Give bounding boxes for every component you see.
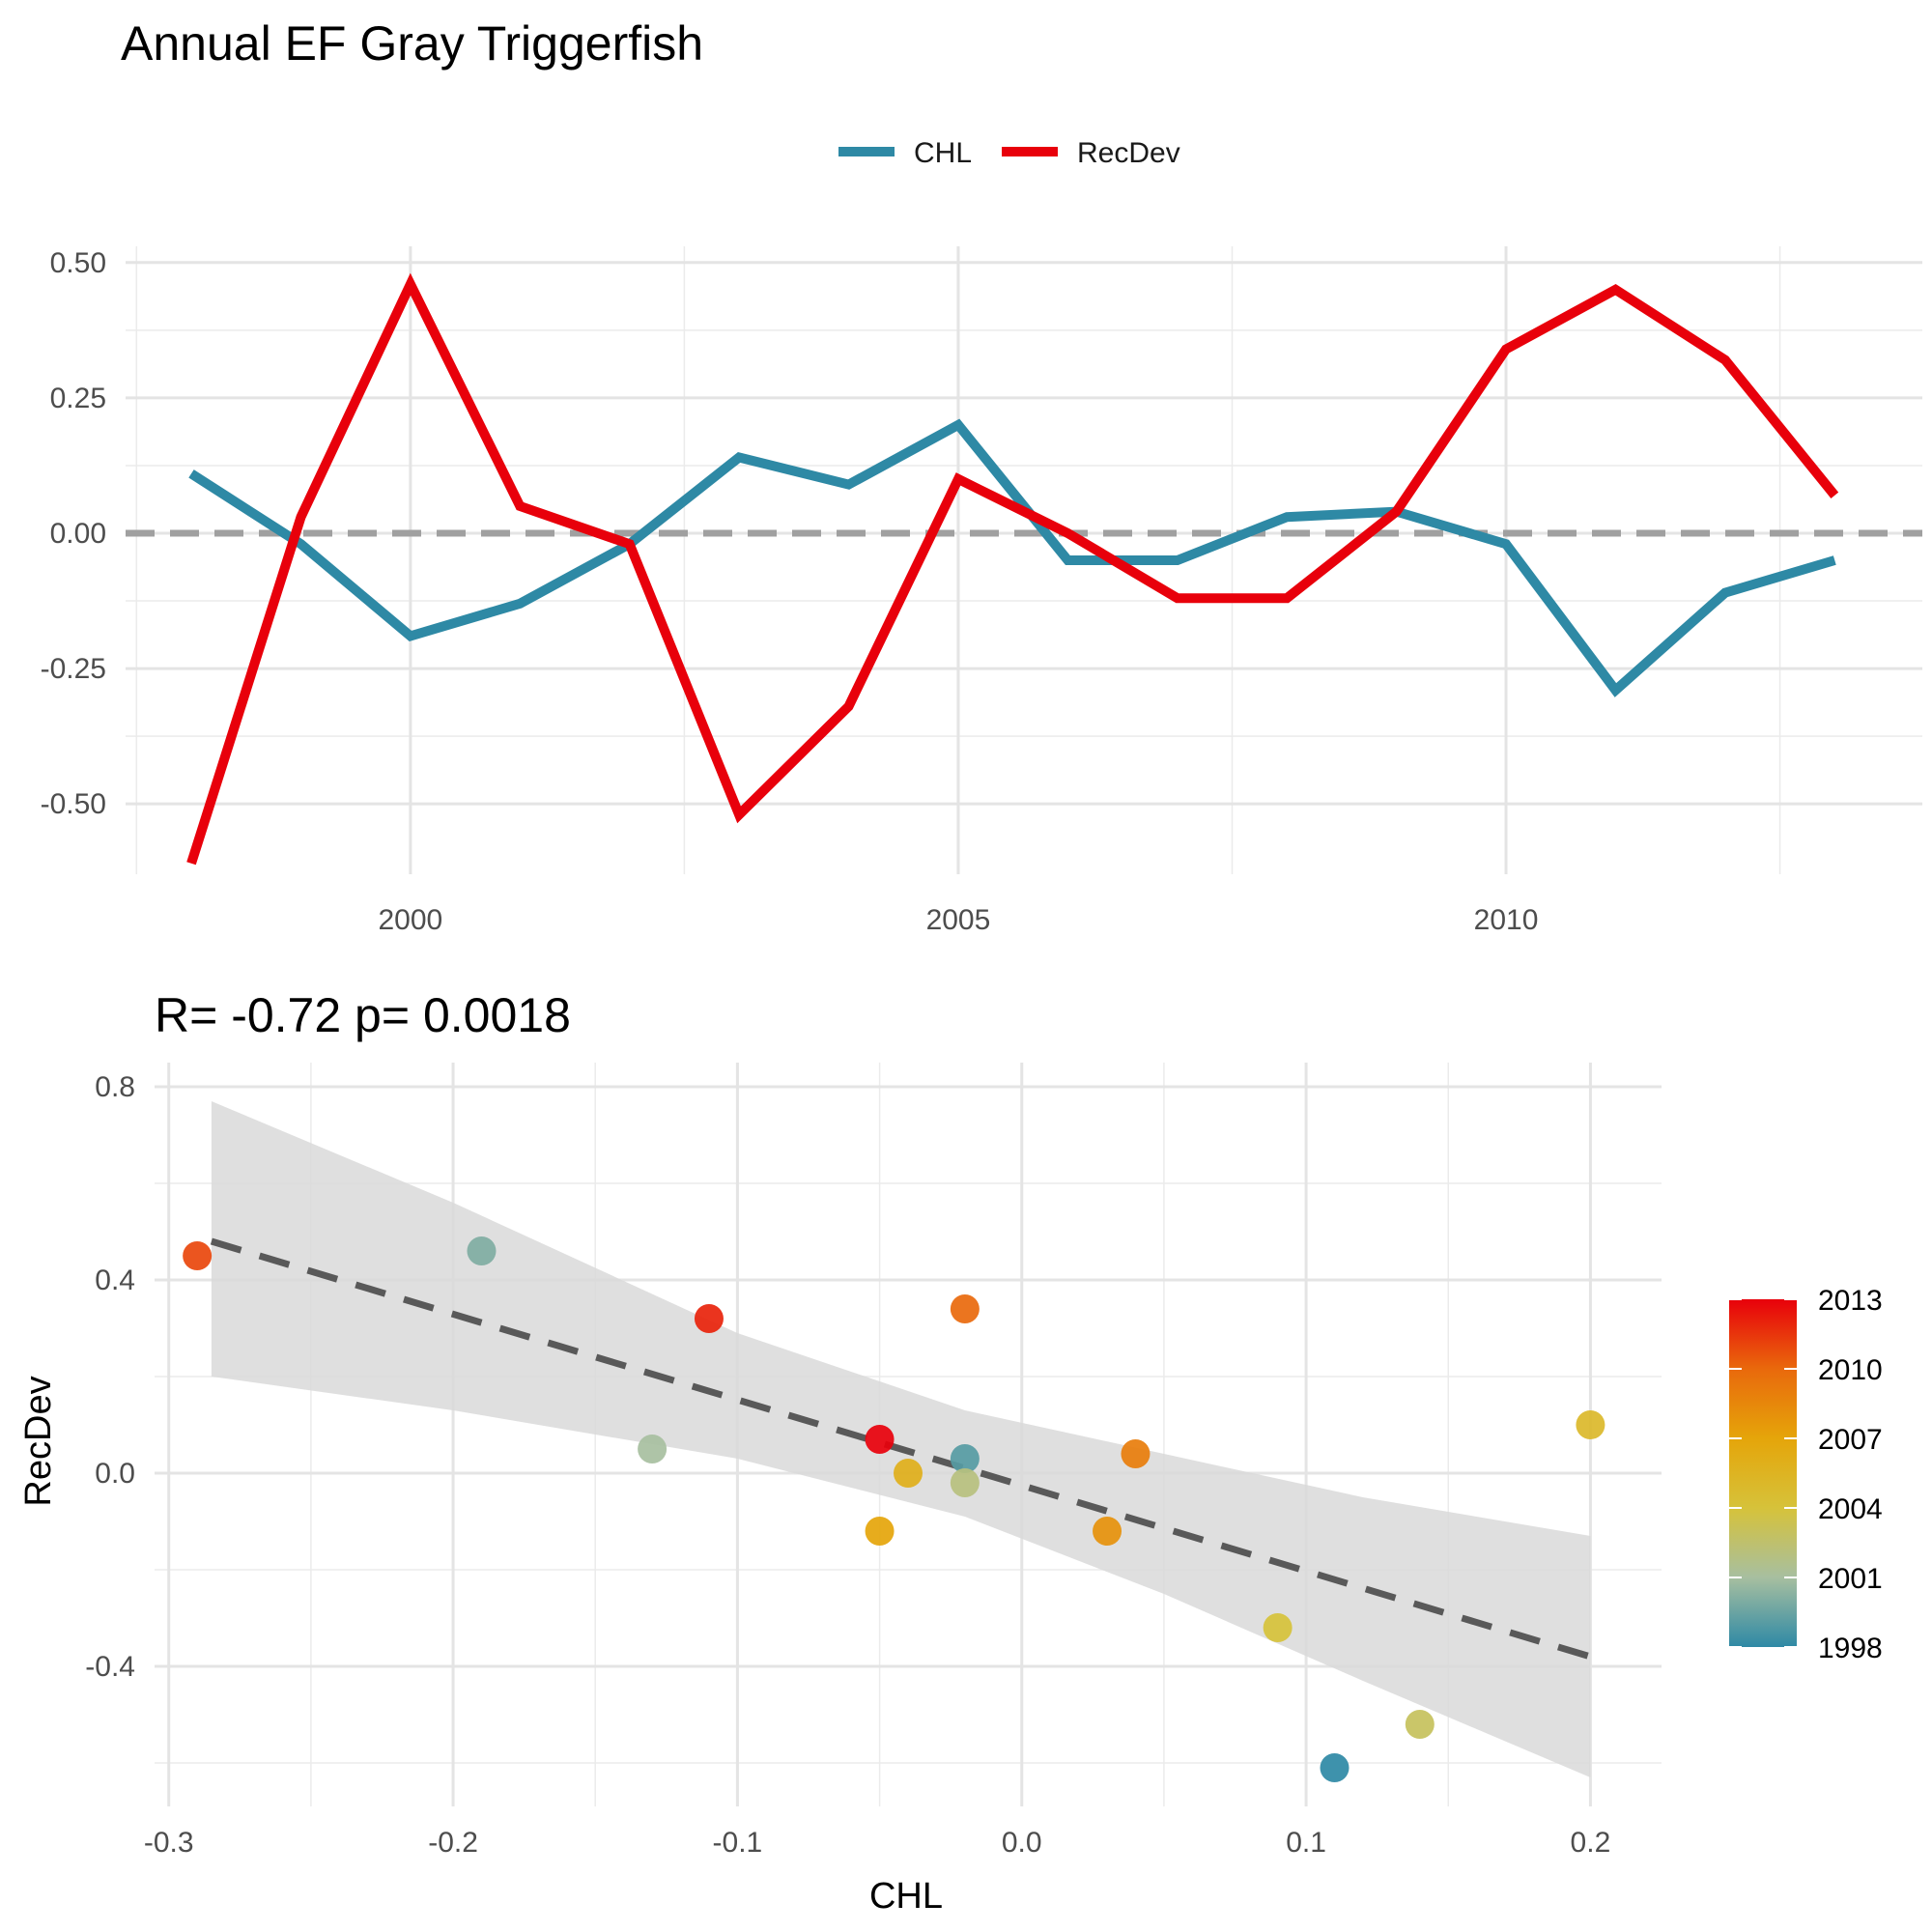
scatter-point — [694, 1304, 724, 1333]
legend-label-chl: CHL — [914, 137, 972, 169]
scatter-point — [1405, 1710, 1435, 1739]
x-tick-label: -0.2 — [428, 1827, 478, 1859]
scatter-point — [865, 1517, 895, 1546]
scatter-tick-labels: -0.4 0.0 0.4 0.8 -0.3 -0.2 -0.1 0.0 0.1 0.2 — [85, 1071, 1610, 1859]
scatter-point — [950, 1294, 980, 1323]
y-tick-label: 0.0 — [95, 1458, 135, 1490]
y-tick-label: 0.00 — [50, 518, 106, 550]
colorbar-label: 2004 — [1818, 1493, 1883, 1525]
scatter-point — [950, 1444, 980, 1473]
scatter-point — [1320, 1753, 1350, 1782]
scatter-point — [638, 1435, 668, 1463]
x-tick-label: -0.1 — [713, 1827, 763, 1859]
x-tick-label: -0.3 — [144, 1827, 194, 1859]
x-tick-label: 0.0 — [1002, 1827, 1042, 1859]
colorbar-label: 2007 — [1818, 1424, 1883, 1456]
y-tick-label: 0.8 — [95, 1071, 135, 1103]
line-chart-series — [126, 272, 1922, 866]
scatter-point — [1093, 1517, 1122, 1546]
line-chart-legend: CHL RecDev — [838, 137, 1180, 169]
scatter-y-axis-title: RecDev — [18, 1376, 59, 1506]
colorbar-gradient — [1729, 1299, 1797, 1647]
x-tick-label: 2000 — [379, 904, 443, 936]
x-tick-label: 0.1 — [1286, 1827, 1326, 1859]
regression-line — [210, 1237, 1592, 1661]
scatter-point — [183, 1241, 213, 1270]
scatter-point — [894, 1459, 923, 1488]
year-colorbar: 1998 2001 2004 2007 2010 2013 — [1729, 1285, 1883, 1664]
scatter-point — [1121, 1439, 1151, 1468]
scatter-point — [865, 1425, 895, 1454]
x-tick-label: 2005 — [926, 904, 991, 936]
scatter-point — [1263, 1613, 1293, 1642]
scatter-point — [467, 1236, 497, 1265]
colorbar-label: 2010 — [1818, 1354, 1883, 1386]
colorbar-label: 1998 — [1818, 1633, 1883, 1664]
y-tick-label: -0.50 — [41, 788, 106, 820]
scatter-confidence-band-group — [210, 1101, 1592, 1777]
series-line-chl — [188, 418, 1836, 697]
line-chart-grid — [126, 246, 1922, 874]
y-tick-label: -0.25 — [41, 653, 106, 685]
scatter-points — [183, 1236, 1605, 1782]
figure-title: Annual EF Gray Triggerfish — [121, 16, 703, 71]
x-tick-label: 0.2 — [1571, 1827, 1611, 1859]
scatter-x-axis-title: CHL — [869, 1876, 943, 1917]
y-tick-label: -0.4 — [85, 1651, 135, 1683]
colorbar-label: 2013 — [1818, 1285, 1883, 1317]
y-tick-label: 0.25 — [50, 383, 106, 414]
confidence-band — [211, 1101, 1591, 1777]
scatter-point — [950, 1468, 980, 1497]
scatter-title: R= -0.72 p= 0.0018 — [155, 988, 571, 1042]
series-line-recdev — [186, 272, 1839, 866]
scatter-point — [1576, 1410, 1605, 1439]
y-tick-label: 0.4 — [95, 1264, 135, 1296]
legend-label-recdev: RecDev — [1077, 137, 1180, 169]
y-tick-label: 0.50 — [50, 247, 106, 279]
colorbar-label: 2001 — [1818, 1563, 1883, 1595]
x-tick-label: 2010 — [1474, 904, 1539, 936]
line-chart-tick-labels: -0.50 -0.25 0.00 0.25 0.50 2000 2005 2010 — [41, 247, 1539, 936]
